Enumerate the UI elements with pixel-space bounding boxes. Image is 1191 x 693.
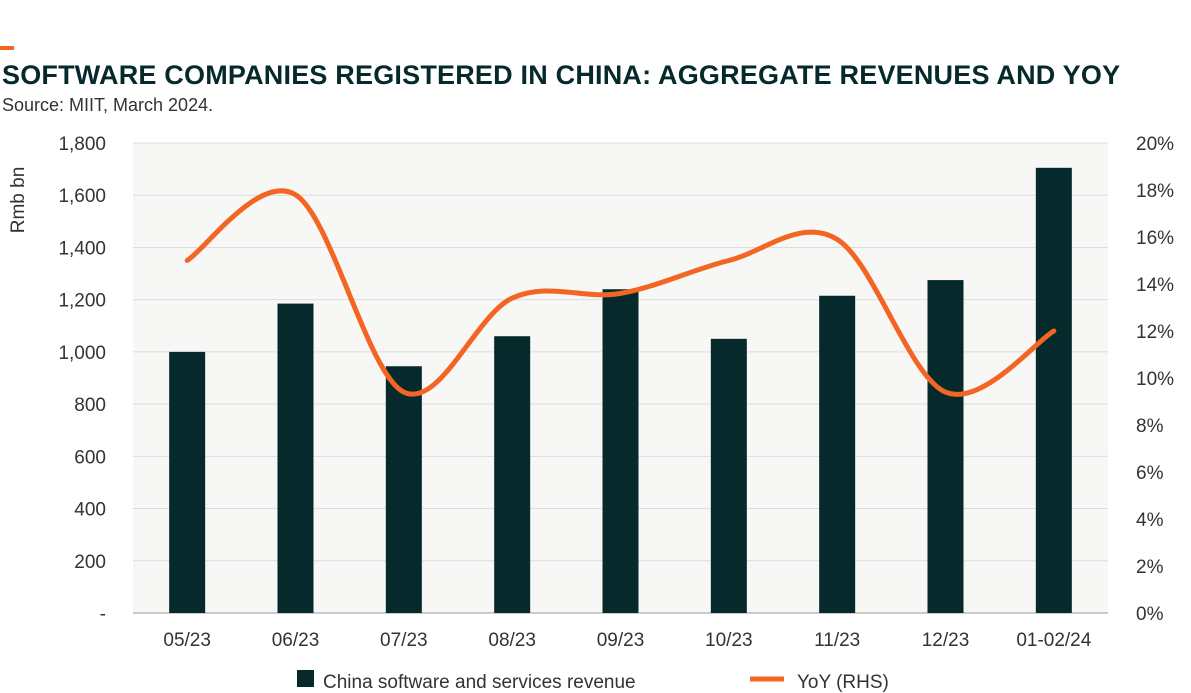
y2-tick-label: 16% [1136, 228, 1174, 249]
legend-label-yoy: YoY (RHS) [797, 672, 889, 693]
revenue-bar [819, 295, 856, 613]
y-tick-label: 1,800 [58, 134, 106, 155]
y2-tick-label: 10% [1136, 369, 1174, 390]
legend-swatch-revenue [297, 670, 314, 687]
y2-tick-label: 4% [1136, 510, 1164, 531]
y-tick-label: 1,200 [58, 291, 106, 312]
y2-tick-label: 0% [1136, 604, 1164, 625]
chart-title: SOFTWARE COMPANIES REGISTERED IN CHINA: … [2, 60, 1121, 90]
revenue-bar [1035, 167, 1072, 614]
y-tick-label: 1,400 [58, 238, 106, 259]
y-tick-label: 1,000 [58, 343, 106, 364]
x-tick-label: 09/23 [597, 630, 645, 651]
x-tick-label: 10/23 [705, 630, 753, 651]
x-tick-label: 08/23 [488, 630, 536, 651]
y2-tick-label: 6% [1136, 463, 1164, 484]
y2-tick-label: 8% [1136, 416, 1164, 437]
y-tick-label: 800 [74, 395, 106, 416]
title-accent-bar [0, 46, 14, 50]
x-tick-label: 05/23 [163, 630, 211, 651]
yoy-line [184, 188, 1057, 397]
x-tick-label: 11/23 [814, 630, 860, 651]
y2-tick-label: 20% [1136, 134, 1174, 155]
y-tick-label: - [100, 604, 106, 625]
y-tick-label: 1,600 [58, 186, 106, 207]
chart-source: Source: MIIT, March 2024. [2, 95, 214, 115]
revenue-bar [169, 351, 206, 613]
y2-tick-label: 12% [1136, 322, 1174, 343]
x-tick-label: 07/23 [380, 630, 428, 651]
revenue-bar [494, 336, 531, 613]
y-tick-label: 400 [74, 500, 106, 521]
y-tick-label: 600 [74, 447, 106, 468]
y-axis-title: Rmb bn [8, 167, 29, 234]
revenue-bar [385, 366, 422, 613]
x-tick-label: 06/23 [272, 630, 320, 651]
revenue-bar [602, 289, 639, 613]
y2-tick-label: 18% [1136, 181, 1174, 202]
revenue-bar [710, 338, 747, 613]
y2-tick-label: 14% [1136, 275, 1174, 296]
y-tick-label: 200 [74, 552, 106, 573]
x-tick-label: 01-02/24 [1016, 630, 1091, 651]
x-tick-label: 12/23 [922, 630, 970, 651]
y2-tick-label: 2% [1136, 557, 1164, 578]
legend-label-revenue: China software and services revenue [323, 672, 636, 693]
revenue-bar [277, 303, 314, 613]
revenue-bar [927, 280, 964, 613]
